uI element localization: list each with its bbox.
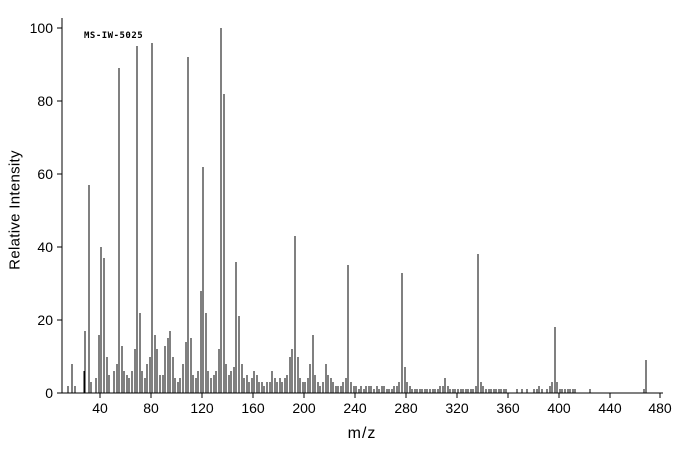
x-tick-label: 240: [343, 400, 367, 416]
y-tick-label: 40: [37, 239, 53, 255]
spectrum-id-label: MS-IW-5025: [84, 31, 144, 41]
x-axis-title: m/z: [347, 425, 377, 442]
x-tick-label: 160: [241, 400, 265, 416]
x-tick-label: 40: [92, 400, 108, 416]
y-tick-label: 100: [30, 20, 54, 36]
x-tick-label: 360: [496, 400, 520, 416]
x-tick-label: 400: [547, 400, 571, 416]
y-tick-label: 0: [45, 385, 53, 401]
y-tick-label: 20: [37, 312, 53, 328]
x-tick-label: 440: [598, 400, 622, 416]
y-tick-label: 60: [37, 166, 53, 182]
x-tick-label: 480: [648, 400, 672, 416]
x-tick-label: 280: [394, 400, 418, 416]
peaks: [67, 28, 647, 393]
x-tick-label: 80: [143, 400, 159, 416]
y-tick-label: 80: [37, 93, 53, 109]
x-tick-label: 200: [292, 400, 316, 416]
y-axis-title: Relative Intensity: [6, 150, 24, 270]
tick-labels: 0 20 40 60 80 100 40 80 120 160 200 240 280 320 360 400…: [30, 20, 672, 416]
x-tick-label: 120: [190, 400, 214, 416]
axes: [57, 18, 663, 398]
x-tick-label: 320: [445, 400, 469, 416]
